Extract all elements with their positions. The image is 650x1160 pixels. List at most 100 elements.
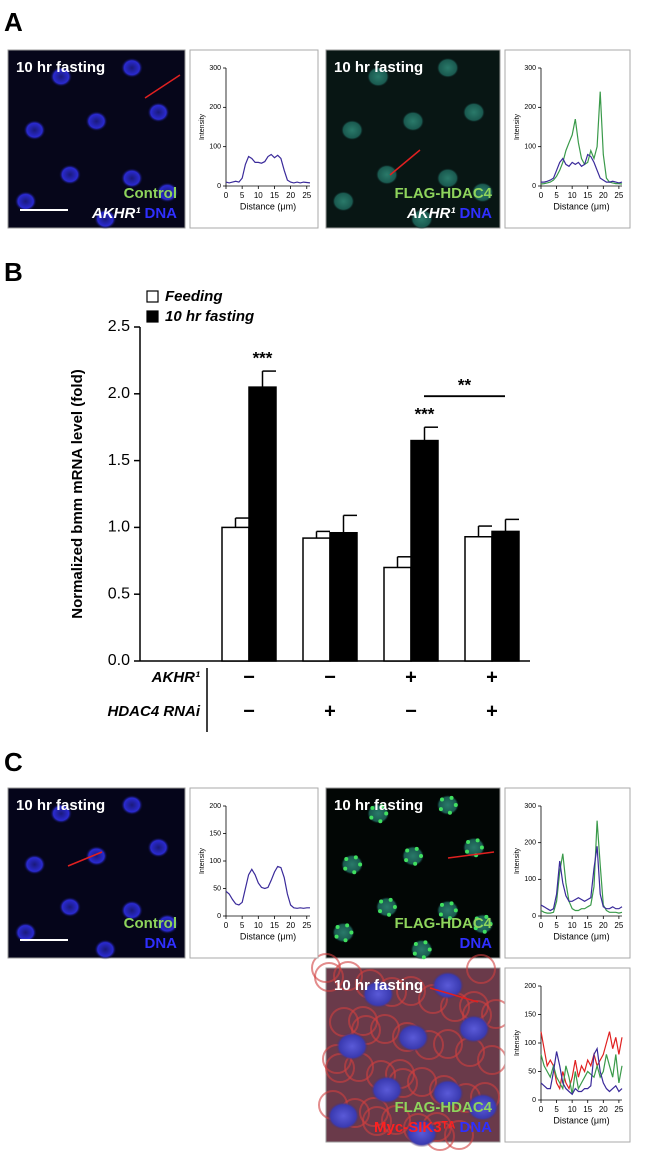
- x-axis-label: Distance (μm): [553, 1115, 609, 1125]
- x-tick-label: 10: [254, 921, 263, 930]
- foci: [474, 916, 479, 921]
- foci: [421, 955, 426, 960]
- foci: [387, 912, 392, 917]
- profile-line: [429, 987, 479, 1003]
- foci: [414, 846, 419, 851]
- profile-line: [541, 153, 623, 184]
- profile-line: [389, 149, 421, 176]
- x-tick-label: 5: [554, 1105, 559, 1114]
- image-label-part: AKHR¹: [91, 205, 140, 222]
- x-axis-label: Distance (μm): [553, 931, 609, 941]
- y-tick-label: 200: [524, 104, 536, 111]
- profile-line: [67, 851, 103, 867]
- condition-value: −: [324, 666, 336, 688]
- x-tick-label: 0: [539, 921, 544, 930]
- y-axis-label: Intensity: [199, 113, 206, 140]
- significance: **: [458, 376, 472, 395]
- x-axis-label: Distance (μm): [553, 201, 609, 211]
- y-tick-label: 0.5: [108, 585, 130, 602]
- bar: [221, 526, 250, 662]
- nucleus: [94, 209, 117, 230]
- y-tick-label: 200: [209, 104, 221, 111]
- image-label: DNA: [145, 935, 178, 952]
- y-tick-label: 150: [209, 830, 221, 837]
- image-title: 10 hr fasting: [334, 797, 423, 814]
- image-label: FLAG-HDAC4: [395, 185, 493, 202]
- x-tick-label: 15: [270, 921, 279, 930]
- foci: [343, 938, 348, 943]
- nucleus: [156, 182, 179, 203]
- image-label: Control: [124, 185, 177, 202]
- y-tick-label: 100: [524, 876, 536, 883]
- image-label: FLAG-HDAC4: [395, 915, 493, 932]
- image-label: AKHR¹ DNA: [91, 205, 177, 222]
- foci: [427, 947, 432, 952]
- x-tick-label: 20: [599, 191, 608, 200]
- nucleus: [147, 102, 170, 123]
- condition-value: +: [324, 700, 336, 722]
- bar: [491, 530, 520, 662]
- profile-line: [225, 865, 310, 909]
- foci: [352, 870, 357, 875]
- nucleus: [341, 120, 364, 141]
- foci: [482, 929, 487, 934]
- x-tick-label: 20: [599, 1105, 608, 1114]
- x-axis-label: Distance (μm): [240, 201, 296, 211]
- image-label-part: Control: [124, 915, 177, 932]
- y-tick-label: 200: [524, 840, 536, 847]
- y-tick-label: 2.0: [108, 385, 130, 402]
- panel-label: A: [4, 7, 23, 37]
- image-label: DNA: [460, 935, 493, 952]
- foci: [466, 839, 471, 844]
- condition-value: +: [405, 666, 417, 688]
- y-tick-label: 100: [524, 1040, 536, 1047]
- nucleus: [94, 939, 117, 960]
- nucleus: [23, 120, 46, 141]
- foci: [334, 934, 339, 939]
- foci: [423, 940, 428, 945]
- image-label-part: AKHR¹: [406, 205, 455, 222]
- y-axis-label: Intensity: [199, 847, 206, 874]
- y-tick-label: 1.5: [108, 452, 130, 469]
- bar: [248, 386, 277, 662]
- y-tick-label: 0: [217, 913, 221, 920]
- membrane-texture: [314, 962, 344, 992]
- nucleus: [397, 1023, 429, 1052]
- nucleus: [120, 795, 143, 815]
- nucleus: [367, 66, 390, 87]
- x-tick-label: 10: [254, 191, 263, 200]
- bar: [464, 536, 493, 662]
- foci: [335, 924, 340, 929]
- nucleus: [14, 191, 37, 212]
- legend-swatch: [146, 290, 159, 303]
- image-title: 10 hr fasting: [334, 977, 423, 994]
- foci: [405, 848, 410, 853]
- bar: [329, 531, 358, 662]
- x-tick-label: 10: [568, 1105, 577, 1114]
- nucleus: [50, 803, 73, 824]
- x-tick-label: 0: [224, 921, 229, 930]
- nucleus: [85, 846, 108, 866]
- foci: [438, 912, 443, 917]
- x-tick-label: 25: [614, 1105, 623, 1114]
- y-tick-label: 0: [532, 1097, 536, 1104]
- foci: [453, 908, 458, 913]
- membrane-texture: [362, 1106, 392, 1136]
- x-axis-label: Distance (μm): [240, 931, 296, 941]
- x-tick-label: 0: [224, 191, 229, 200]
- membrane-texture: [407, 1067, 437, 1097]
- bar: [410, 439, 439, 662]
- legend-swatch: [146, 310, 159, 323]
- membrane-texture: [433, 1029, 463, 1059]
- x-tick-label: 0: [539, 1105, 544, 1114]
- nucleus: [370, 1075, 403, 1104]
- x-tick-label: 15: [270, 191, 279, 200]
- membrane-texture: [333, 961, 363, 991]
- y-tick-label: 150: [524, 1011, 536, 1018]
- x-tick-label: 25: [614, 921, 623, 930]
- x-tick-label: 5: [554, 921, 559, 930]
- y-tick-label: 0: [217, 183, 221, 190]
- foci: [384, 811, 389, 816]
- nucleus: [405, 1119, 438, 1148]
- image-label: FLAG-HDAC4: [395, 1099, 493, 1116]
